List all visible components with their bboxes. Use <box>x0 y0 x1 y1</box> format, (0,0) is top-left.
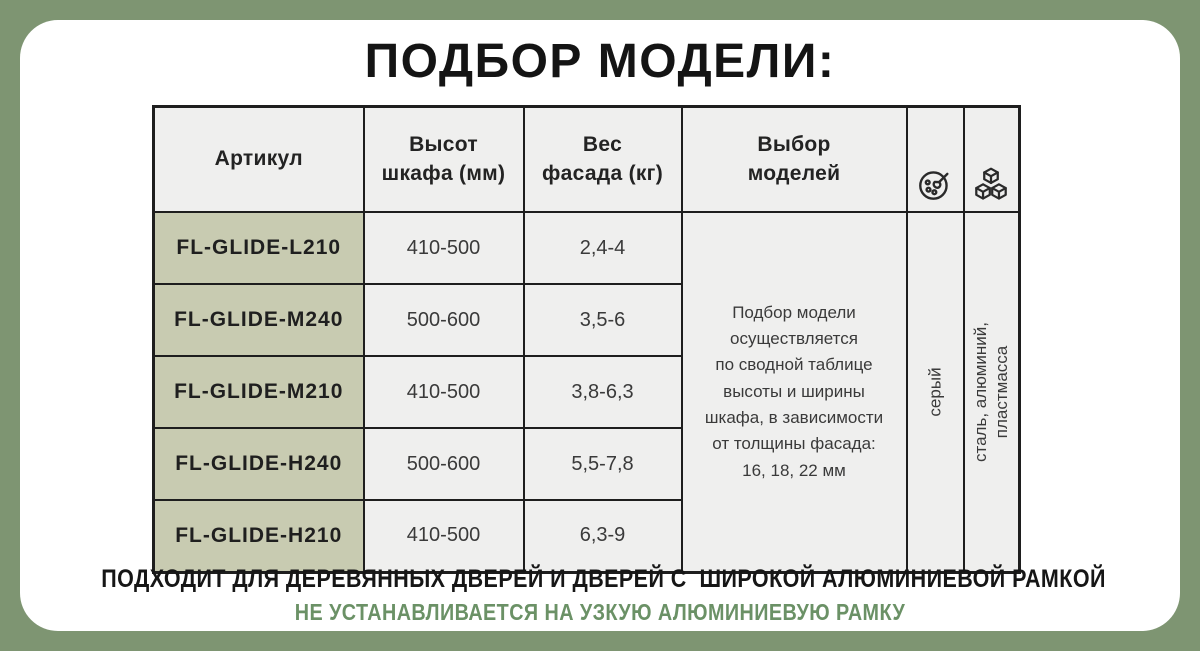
model-selection-table: Артикул Высот шкафа (мм) Вес фасада (кг)… <box>152 105 1021 574</box>
article-cell: FL-GLIDE-H240 <box>152 427 365 502</box>
article-cell: FL-GLIDE-H210 <box>152 499 365 574</box>
header-cabinet-height: Высот шкафа (мм) <box>362 105 525 214</box>
weight-cell: 6,3-9 <box>522 499 683 574</box>
article-cell: FL-GLIDE-M240 <box>152 283 365 358</box>
header-color <box>905 105 965 214</box>
material-value-cell: сталь, алюминий, пластмасса <box>962 211 1021 574</box>
height-cell: 410-500 <box>362 355 525 430</box>
table-row: FL-GLIDE-M240 500-600 3,5-6 <box>152 283 1020 358</box>
content-card: ПОДБОР МОДЕЛИ: Артикул Высот шкафа (мм) … <box>20 20 1180 631</box>
weight-cell: 2,4-4 <box>522 211 683 286</box>
model-table-wrap: Артикул Высот шкафа (мм) Вес фасада (кг)… <box>152 105 1021 574</box>
table-row: FL-GLIDE-L210 410-500 2,4-4 Подбор модел… <box>152 211 1021 574</box>
header-article: Артикул <box>152 105 365 214</box>
cubes-icon <box>973 138 1009 209</box>
height-cell: 500-600 <box>362 427 525 502</box>
height-cell: 410-500 <box>362 499 525 574</box>
weight-cell: 5,5-7,8 <box>522 427 683 502</box>
footer-note-primary: ПОДХОДИТ ДЛЯ ДЕРЕВЯННЫХ ДВЕРЕЙ И ДВЕРЕЙ … <box>101 565 1106 593</box>
article-cell: FL-GLIDE-M210 <box>152 355 365 430</box>
header-facade-weight: Вес фасада (кг) <box>522 105 683 214</box>
palette-icon <box>916 136 954 211</box>
table-header-row: Артикул Высот шкафа (мм) Вес фасада (кг)… <box>152 105 1021 214</box>
weight-cell: 3,8-6,3 <box>522 355 683 430</box>
table-row: FL-GLIDE-H210 410-500 6,3-9 <box>152 499 1020 574</box>
material-value: сталь, алюминий, пластмасса <box>971 321 1012 462</box>
selection-note-cell: Подбор модели осуществляется по сводной … <box>680 211 908 574</box>
color-value-cell: серый <box>905 211 965 574</box>
article-cell: FL-GLIDE-L210 <box>152 211 365 286</box>
weight-cell: 3,5-6 <box>522 283 683 358</box>
footer-note-warning: НЕ УСТАНАВЛИВАЕТСЯ НА УЗКУЮ АЛЮМИНИЕВУЮ … <box>294 599 906 625</box>
page-title: ПОДБОР МОДЕЛИ: <box>364 35 836 88</box>
header-model-selection: Выбор моделей <box>680 105 908 214</box>
selection-note: Подбор модели осуществляется по сводной … <box>704 302 884 480</box>
height-cell: 500-600 <box>362 283 525 358</box>
height-cell: 410-500 <box>362 211 525 286</box>
table-row: FL-GLIDE-M210 410-500 3,8-6,3 <box>152 355 1020 430</box>
table-row: FL-GLIDE-H240 500-600 5,5-7,8 <box>152 427 1020 502</box>
color-value: серый <box>925 367 945 417</box>
header-material <box>962 105 1021 214</box>
